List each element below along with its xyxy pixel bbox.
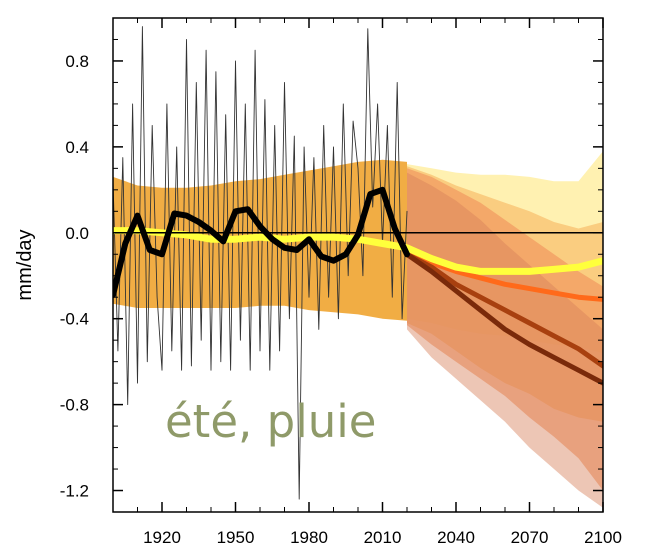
x-tick-label: 1920 [143,528,181,547]
series-line-obs-thin [113,26,408,500]
y-tick-label: -0.4 [60,310,89,329]
x-tick-label: 2040 [437,528,475,547]
season-annotation: été, pluie [165,395,376,448]
x-axis-tick-labels: 1920 1950 1980 2010 2040 2070 2100 [143,528,622,547]
x-tick-label: 1950 [217,528,255,547]
series-line-mid [404,251,603,302]
x-tick-label: 1980 [290,528,328,547]
y-axis-tick-labels: 0.8 0.4 0.0 -0.4 -0.8 -1.2 [60,52,89,501]
y-tick-label: -0.8 [60,396,89,415]
plot-area [113,26,603,508]
x-tick-label: 2010 [364,528,402,547]
series-lines [113,26,603,500]
series-line-high [404,251,603,369]
x-tick-label: 2100 [584,528,622,547]
scenario-band-4 [407,172,603,508]
y-axis-label: mm/day [14,229,36,300]
series-line-obs-smooth [113,186,410,299]
y-tick-label: 0.4 [65,138,89,157]
y-tick-label: 0.0 [65,224,89,243]
y-tick-label: -1.2 [60,482,89,501]
series-line-very-high [404,251,603,386]
uncertainty-bands [113,151,603,508]
x-tick-label: 2070 [511,528,549,547]
y-tick-label: 0.8 [65,52,89,71]
axis-ticks [113,18,604,512]
